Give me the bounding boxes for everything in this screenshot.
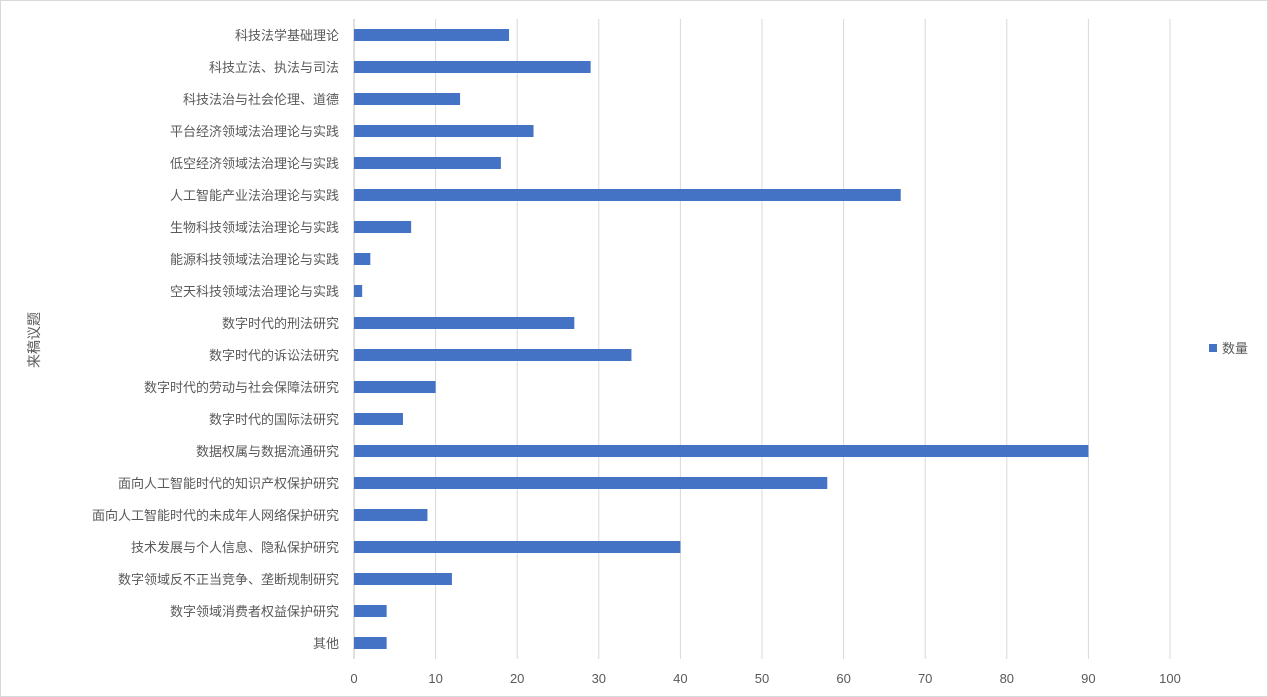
bar [354, 509, 428, 521]
bar [354, 253, 371, 265]
category-label: 科技法治与社会伦理、道德 [183, 92, 339, 108]
bar [354, 157, 501, 169]
bar [354, 381, 436, 393]
x-tick-label: 40 [673, 671, 687, 686]
x-tick-label: 0 [350, 671, 357, 686]
category-label: 数据权属与数据流通研究 [196, 444, 339, 460]
category-label: 技术发展与个人信息、隐私保护研究 [131, 540, 339, 556]
x-tick-label: 10 [428, 671, 442, 686]
bar [354, 61, 591, 73]
bar [354, 541, 681, 553]
category-labels: 科技法学基础理论科技立法、执法与司法科技法治与社会伦理、道德平台经济领域法治理论… [92, 28, 339, 652]
category-label: 能源科技领域法治理论与实践 [170, 253, 339, 268]
bars [354, 29, 1089, 649]
category-label: 平台经济领域法治理论与实践 [170, 125, 339, 140]
bar [354, 317, 575, 329]
x-tick-label: 20 [510, 671, 524, 686]
bar [354, 573, 452, 585]
legend: 数量 [1209, 342, 1248, 357]
category-label: 生物科技领域法治理论与实践 [170, 221, 339, 236]
x-tick-label: 100 [1159, 671, 1181, 686]
x-tick-label: 90 [1081, 671, 1095, 686]
category-label: 科技法学基础理论 [235, 28, 339, 44]
gridlines [353, 19, 1171, 659]
x-tick-labels: 0 10 20 30 40 50 60 70 80 90 100 [350, 671, 1180, 686]
category-label: 面向人工智能时代的知识产权保护研究 [118, 476, 339, 492]
x-tick-label: 50 [755, 671, 769, 686]
bar [354, 285, 363, 297]
bar [354, 349, 632, 361]
category-label: 数字时代的国际法研究 [209, 412, 339, 428]
x-tick-label: 80 [1000, 671, 1014, 686]
category-label: 数字领域反不正当竞争、垄断规制研究 [118, 572, 339, 588]
bar [354, 125, 534, 137]
category-label: 低空经济领域法治理论与实践 [170, 157, 339, 172]
category-label: 空天科技领域法治理论与实践 [170, 285, 339, 300]
category-label: 数字时代的劳动与社会保障法研究 [144, 380, 339, 396]
bar [354, 93, 461, 105]
bar [354, 477, 828, 489]
bar [354, 605, 387, 617]
category-label: 其他 [313, 637, 339, 652]
bar [354, 221, 412, 233]
bar [354, 189, 901, 201]
category-label: 数字时代的刑法研究 [222, 316, 339, 332]
legend-swatch [1209, 344, 1217, 352]
bar [354, 413, 403, 425]
x-tick-label: 60 [836, 671, 850, 686]
bar [354, 445, 1089, 457]
category-label: 面向人工智能时代的未成年人网络保护研究 [92, 508, 339, 524]
category-label: 数字领域消费者权益保护研究 [170, 604, 339, 620]
bar [354, 29, 510, 41]
category-label: 数字时代的诉讼法研究 [209, 348, 339, 364]
legend-label: 数量 [1222, 342, 1248, 357]
category-label: 人工智能产业法治理论与实践 [170, 189, 339, 204]
y-axis-title: 来稿议题 [27, 312, 43, 368]
x-tick-label: 30 [592, 671, 606, 686]
x-tick-label: 70 [918, 671, 932, 686]
category-label: 科技立法、执法与司法 [209, 61, 339, 76]
bar [354, 637, 387, 649]
